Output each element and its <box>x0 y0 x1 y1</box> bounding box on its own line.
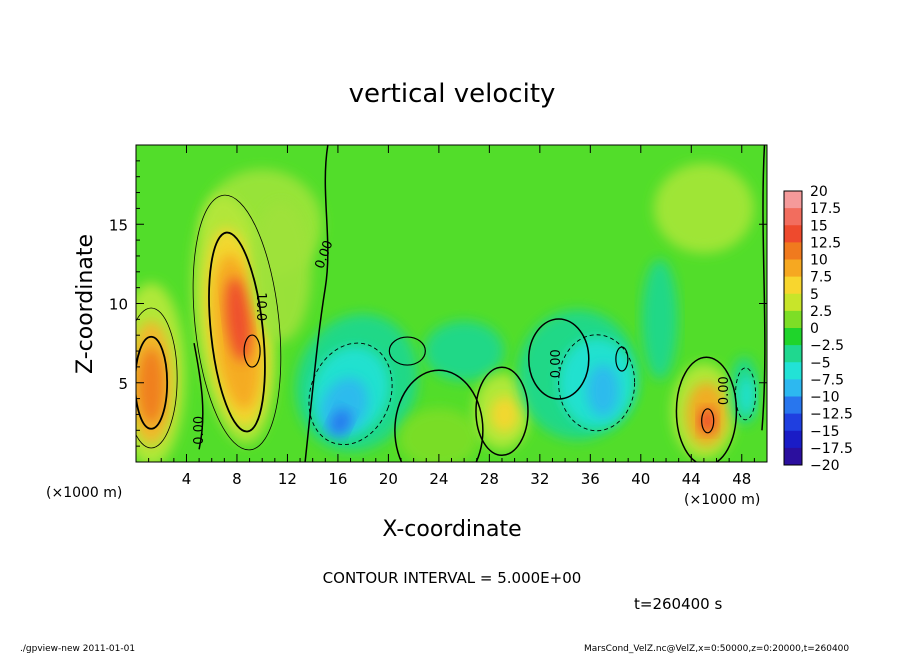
colorbar-swatch <box>784 276 802 295</box>
x-tick-label: 28 <box>480 470 499 488</box>
colorbar-swatch <box>784 430 802 449</box>
contour-label: 0.00 <box>717 376 732 405</box>
y-tick-label: 10 <box>109 296 128 314</box>
colorbar-label: −10 <box>810 390 840 406</box>
footer-right: MarsCond_VelZ.nc@VelZ,x=0:50000,z=0:2000… <box>584 644 849 654</box>
y-tick-label: 15 <box>109 216 128 234</box>
x-tick-label: 4 <box>182 470 192 488</box>
x-tick-label: 24 <box>429 470 448 488</box>
contour-label: 0.00 <box>549 349 564 378</box>
colorbar-swatch <box>784 345 802 363</box>
x-tick-label: 12 <box>278 470 297 488</box>
colorbar-label: −15 <box>810 424 840 440</box>
x-axis-title: X-coordinate <box>382 517 521 542</box>
colorbar-swatch <box>784 379 802 397</box>
colorbar-label: 2.5 <box>810 304 832 320</box>
x-tick-label: 44 <box>682 470 701 488</box>
time-label: t=260400 s <box>634 595 722 613</box>
contour-interval-label: CONTOUR INTERVAL = 5.000E+00 <box>323 569 582 587</box>
x-tick-label: 20 <box>379 470 398 488</box>
x-unit-left: (×1000 m) <box>46 485 122 501</box>
x-tick-label: 48 <box>732 470 751 488</box>
x-tick-label: 36 <box>581 470 600 488</box>
x-tick-label: 16 <box>328 470 347 488</box>
footer-left: ./gpview-new 2011-01-01 <box>20 644 135 654</box>
plot-area <box>136 145 767 462</box>
colorbar-swatch <box>784 362 802 380</box>
colorbar-swatch <box>784 191 802 209</box>
colorbar-swatch <box>784 447 802 466</box>
x-tick-label: 32 <box>530 470 549 488</box>
x-unit-right: (×1000 m) <box>684 492 760 508</box>
colorbar-swatch <box>784 208 802 226</box>
colorbar-label: 10 <box>810 253 828 269</box>
contour-label: 10.0 <box>253 292 268 321</box>
colorbar-label: 7.5 <box>810 270 832 286</box>
colorbar-label: 20 <box>810 184 828 200</box>
y-axis-title: Z-coordinate <box>73 234 98 374</box>
colorbar-label: 5 <box>810 287 819 303</box>
colorbar-label: −20 <box>810 458 840 474</box>
x-tick-label: 8 <box>232 470 242 488</box>
colorbar-swatch <box>784 310 802 329</box>
colorbar-label: −5 <box>810 355 831 371</box>
colorbar-swatch <box>784 259 802 278</box>
colorbar-label: −12.5 <box>810 407 853 423</box>
colorbar-swatch <box>784 225 802 243</box>
colorbar-label: 17.5 <box>810 201 841 217</box>
x-tick-label: 40 <box>631 470 650 488</box>
colorbar-label: −7.5 <box>810 372 844 388</box>
colorbar-swatch <box>784 328 802 346</box>
colorbar-swatch <box>784 396 802 415</box>
y-tick-label: 5 <box>118 375 128 393</box>
colorbar-label: −17.5 <box>810 441 853 457</box>
colorbar-label: 12.5 <box>810 235 841 251</box>
colorbar-swatch <box>784 242 802 260</box>
colorbar-frame <box>783 190 803 466</box>
colorbar-swatch <box>784 293 802 312</box>
colorbar-label: 0 <box>810 321 819 337</box>
colorbar-label: −2.5 <box>810 338 844 354</box>
contour-label: 0.00 <box>192 416 207 445</box>
colorbar-swatch <box>784 413 802 432</box>
chart-title: vertical velocity <box>349 79 556 109</box>
colorbar-label: 15 <box>810 218 828 234</box>
